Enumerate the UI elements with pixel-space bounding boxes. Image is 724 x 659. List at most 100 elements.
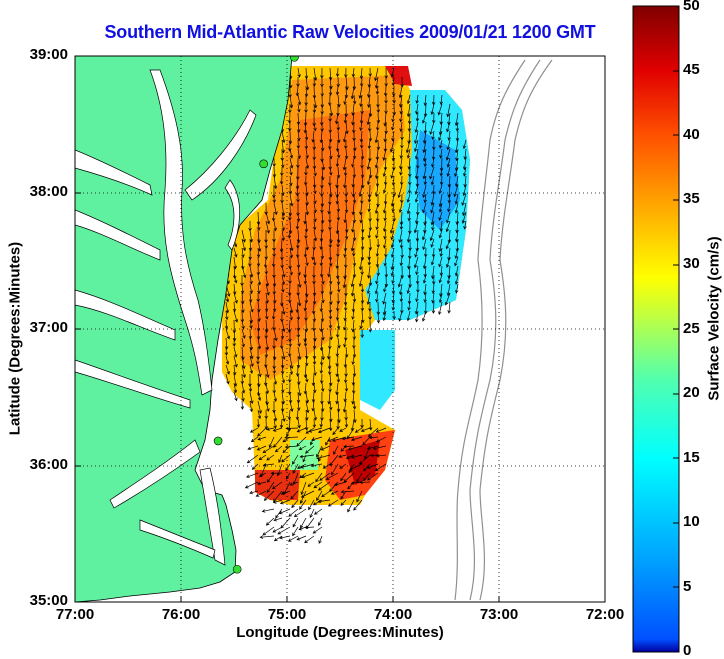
- velocity-arrow: [305, 400, 310, 414]
- axis-ticks: [75, 192, 500, 602]
- velocity-arrow: [446, 103, 451, 118]
- velocity-arrow: [305, 184, 309, 197]
- velocity-arrow: [344, 229, 349, 240]
- velocity-arrow: [257, 364, 262, 378]
- velocity-arrow: [382, 184, 387, 194]
- velocity-arrow: [366, 112, 371, 126]
- velocity-arrow: [438, 238, 443, 252]
- velocity-arrow: [375, 436, 387, 443]
- velocity-arrow: [317, 499, 331, 504]
- radar-stations: [213, 56, 299, 574]
- velocity-arrow: [343, 247, 347, 258]
- velocity-arrow: [431, 247, 436, 258]
- velocity-arrow: [438, 211, 443, 221]
- velocity-arrow: [374, 76, 379, 89]
- y-tick-label: 38:00: [29, 183, 68, 200]
- velocity-arrow: [264, 409, 268, 420]
- velocity-arrow: [305, 445, 315, 454]
- velocity-arrow: [316, 490, 323, 502]
- velocity-arrow: [304, 535, 315, 544]
- velocity-arrow: [281, 139, 286, 154]
- velocity-arrow: [372, 445, 387, 450]
- velocity-arrow: [329, 400, 333, 411]
- velocity-arrow: [407, 184, 412, 195]
- velocity-arrow: [340, 490, 355, 494]
- velocity-arrow: [423, 157, 427, 168]
- velocity-arrow: [444, 292, 451, 306]
- velocity-arrow: [358, 184, 363, 198]
- velocity-arrow: [297, 337, 301, 347]
- velocity-arrow: [320, 400, 325, 412]
- velocity-arrow: [241, 292, 245, 305]
- velocity-arrow: [289, 364, 294, 376]
- velocity-arrow: [399, 238, 404, 249]
- velocity-arrow: [369, 453, 379, 458]
- velocity-arrow: [297, 292, 302, 307]
- velocity-arrow: [415, 292, 419, 303]
- velocity-arrow: [295, 85, 300, 97]
- velocity-arrow: [233, 283, 237, 295]
- velocity-arrow: [318, 535, 323, 544]
- velocity-arrow: [273, 292, 277, 304]
- velocity-arrow: [350, 274, 355, 288]
- velocity-arrow: [376, 103, 381, 114]
- velocity-arrow: [256, 247, 261, 258]
- velocity-arrow: [265, 382, 270, 395]
- velocity-arrow: [293, 508, 307, 518]
- velocity-arrow: [295, 184, 300, 197]
- velocity-arrow: [398, 85, 403, 99]
- velocity-arrow: [317, 517, 323, 526]
- velocity-arrow: [358, 274, 363, 288]
- velocity-arrow: [338, 454, 347, 458]
- velocity-arrow: [320, 193, 325, 208]
- velocity-arrow: [248, 382, 253, 393]
- velocity-arrow: [272, 247, 276, 258]
- velocity-arrow: [375, 292, 379, 303]
- velocity-arrow: [328, 364, 332, 376]
- velocity-arrow: [382, 202, 387, 214]
- velocity-arrow: [423, 292, 427, 303]
- velocity-arrow: [257, 274, 262, 286]
- velocity-arrow: [256, 328, 261, 340]
- velocity-arrow: [406, 193, 411, 203]
- velocity-arrow: [265, 364, 270, 378]
- velocity-arrow: [262, 463, 275, 467]
- velocity-arrow: [360, 427, 371, 432]
- velocity-arrow: [281, 265, 286, 278]
- velocity-arrow: [281, 283, 285, 293]
- velocity-arrow: [368, 121, 372, 132]
- velocity-arrow: [375, 247, 380, 258]
- velocity-arrow: [288, 130, 293, 145]
- velocity-arrow: [399, 103, 403, 115]
- velocity-arrow: [382, 292, 387, 305]
- velocity-arrow: [352, 400, 357, 410]
- velocity-arrow: [266, 427, 275, 431]
- y-tick-label: 37:00: [29, 319, 68, 336]
- velocity-arrow: [359, 319, 363, 330]
- velocity-arrow: [336, 247, 340, 258]
- velocity-arrow: [336, 319, 341, 330]
- velocity-arrow: [264, 301, 269, 313]
- velocity-arrow: [312, 175, 317, 189]
- velocity-arrow: [317, 427, 331, 434]
- velocity-arrow: [333, 481, 347, 487]
- velocity-arrow: [328, 274, 333, 285]
- velocity-arrow: [289, 301, 294, 314]
- velocity-arrow: [244, 481, 259, 489]
- velocity-arrow: [344, 346, 349, 358]
- velocity-arrow: [304, 166, 308, 176]
- velocity-arrow: [329, 256, 333, 267]
- velocity-arrow: [303, 337, 308, 347]
- velocity-arrow: [257, 400, 262, 415]
- velocity-arrow: [359, 67, 364, 80]
- velocity-arrow: [273, 517, 283, 522]
- velocity-arrow: [360, 328, 364, 339]
- velocity-arrow: [281, 229, 286, 242]
- velocity-arrow: [280, 166, 284, 177]
- velocity-arrow: [264, 346, 269, 359]
- velocity-arrow: [374, 157, 379, 169]
- colorbar-tick-label: 40: [683, 126, 700, 143]
- velocity-arrow: [241, 265, 247, 279]
- velocity-arrow: [345, 454, 355, 459]
